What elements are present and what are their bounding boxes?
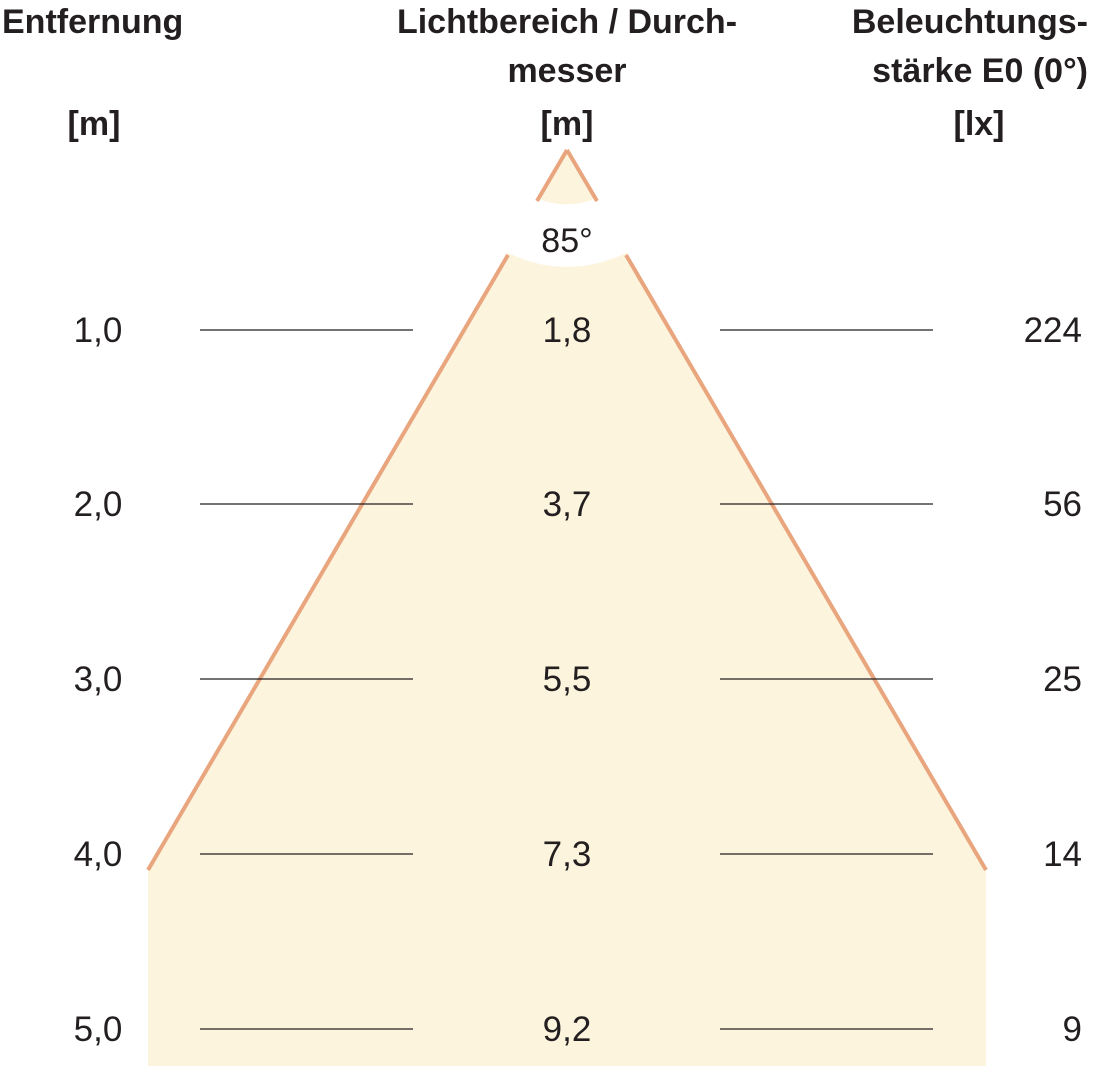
- distance-row: 2,0 3,7 56: [74, 485, 1082, 524]
- beam-edge-right: [624, 253, 988, 872]
- illuminance-value: 224: [1024, 311, 1082, 350]
- distance-row: 1,0 1,8 224: [74, 311, 1082, 350]
- distance-rows: 1,0 1,8 224 2,0 3,7 56 3,0 5,5 25 4,0 7,3 14 5,0 9,2 9: [74, 311, 1082, 1049]
- beam-angle-arc: [506, 197, 628, 267]
- diameter-value: 5,5: [543, 660, 592, 699]
- distance-row: 3,0 5,5 25: [74, 660, 1082, 699]
- distance-header: Entfernung: [2, 3, 183, 41]
- illuminance-value: 9: [1063, 1010, 1082, 1049]
- distance-value: 3,0: [74, 660, 123, 699]
- distance-row: 5,0 9,2 9: [74, 1010, 1082, 1049]
- distance-value: 4,0: [74, 835, 123, 874]
- distance-row: 4,0 7,3 14: [74, 835, 1082, 874]
- illuminance-header-line1: Beleuchtungs-: [852, 3, 1088, 41]
- distance-value: 2,0: [74, 485, 123, 524]
- illuminance-value: 14: [1043, 835, 1082, 874]
- beam-angle-label: 85°: [541, 222, 592, 260]
- diameter-value: 3,7: [543, 485, 592, 524]
- distance-unit: [m]: [68, 105, 121, 143]
- distance-value: 1,0: [74, 311, 123, 350]
- illuminance-header-line2: stärke E0 (0°): [872, 52, 1088, 90]
- diameter-value: 7,3: [543, 835, 592, 874]
- diameter-unit: [m]: [541, 105, 594, 143]
- diameter-value: 1,8: [543, 311, 592, 350]
- diameter-value: 9,2: [543, 1010, 592, 1049]
- diameter-header-line2: messer: [507, 52, 626, 90]
- distance-value: 5,0: [74, 1010, 123, 1049]
- beam-edge-top-right: [565, 148, 599, 203]
- illuminance-unit: [lx]: [954, 105, 1005, 143]
- illuminance-value: 25: [1043, 660, 1082, 699]
- light-beam-area: [148, 150, 986, 1066]
- beam-edge-left: [146, 253, 510, 872]
- diameter-header-line1: Lichtbereich / Durch-: [397, 3, 737, 41]
- beam-edge-top-left: [535, 148, 569, 203]
- illuminance-value: 56: [1043, 485, 1082, 524]
